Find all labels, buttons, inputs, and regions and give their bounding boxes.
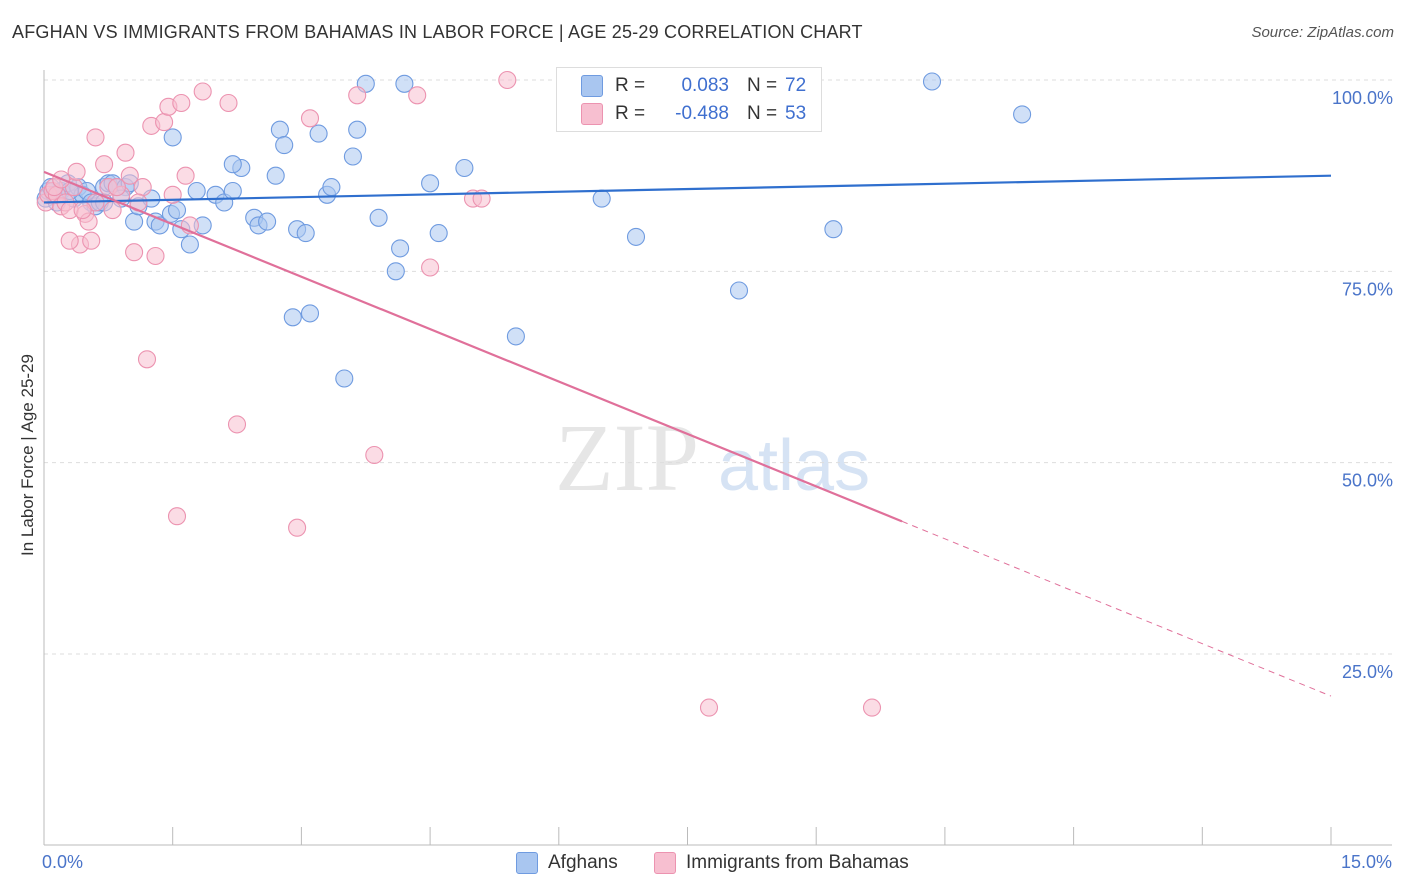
afghans-point (283, 308, 302, 327)
afghans-point (223, 181, 242, 201)
bahamas-point (120, 166, 139, 185)
afghans-point (626, 227, 646, 246)
afghans-point (322, 178, 341, 197)
legend-swatch-bahamas (581, 103, 603, 125)
series-legend-label-bahamas: Immigrants from Bahamas (686, 852, 909, 873)
bahamas-point (498, 70, 517, 90)
afghans-point (266, 166, 285, 185)
bahamas-point (133, 178, 152, 197)
bahamas-point (86, 128, 105, 147)
afghans-point (429, 224, 448, 243)
afghans-point (391, 239, 410, 258)
bahamas-trend-line (43, 170, 903, 523)
bahamas-point (167, 507, 187, 526)
legend-r-value-bahamas: -0.488 (675, 103, 729, 124)
bahamas-point (155, 113, 174, 132)
legend-r-value-afghans: 0.083 (681, 75, 729, 96)
afghans-point (309, 124, 328, 143)
watermark-zip: ZIP (555, 404, 699, 511)
afghans-point (270, 120, 289, 139)
afghans-point (258, 212, 277, 231)
afghans-point (348, 120, 367, 139)
legend-row-bahamas: R = -0.488 N = 53 (581, 101, 806, 127)
bahamas-point (107, 178, 126, 197)
watermark-atlas: atlas (718, 426, 870, 506)
series-legend-label-afghans: Afghans (548, 852, 618, 873)
chart-title: AFGHAN VS IMMIGRANTS FROM BAHAMAS IN LAB… (12, 22, 863, 42)
afghans-trend-line (43, 174, 1332, 204)
afghans-point (729, 281, 749, 300)
legend-n-label: N = (747, 75, 778, 96)
bahamas-point (60, 231, 79, 250)
series-legend-swatch-afghans (516, 852, 538, 874)
source-label: Source: ZipAtlas.com (1251, 24, 1394, 41)
afghans-point (386, 262, 405, 281)
afghans-point (125, 212, 144, 231)
bahamas-point (116, 143, 135, 162)
afghans-point (163, 128, 182, 147)
correlation-legend: R = 0.083 N = 72 R = -0.488 N = 53 (556, 67, 822, 132)
bahamas-point (699, 698, 719, 717)
bahamas-point (288, 518, 307, 537)
bahamas-point (300, 109, 320, 128)
y-tick-label-25: 25.0% (1342, 662, 1393, 682)
bahamas-point (125, 243, 144, 262)
series-legend-bahamas: Immigrants from Bahamas (654, 852, 909, 874)
afghans-point (455, 158, 474, 178)
bahamas-point (176, 166, 195, 185)
afghans-point (275, 136, 294, 155)
bahamas-point (227, 415, 247, 434)
bahamas-point (219, 93, 238, 113)
afghans-point (824, 220, 843, 239)
bahamas-point (421, 258, 440, 277)
legend-n-value-bahamas: 53 (785, 103, 807, 124)
bahamas-point (137, 350, 157, 369)
y-tick-label-50: 50.0% (1342, 471, 1393, 491)
bahamas-point (73, 201, 92, 220)
bahamas-point (365, 445, 384, 465)
afghans-point (223, 155, 242, 174)
afghans-point (296, 224, 315, 243)
bahamas-point (82, 231, 101, 250)
y-tick-label-75: 75.0% (1342, 279, 1393, 299)
afghans-point (167, 201, 187, 220)
afghans-point (300, 304, 320, 323)
x-tick-label-min: 0.0% (42, 852, 84, 872)
bahamas-point (348, 86, 367, 105)
series-legend-afghans: Afghans (516, 852, 618, 874)
afghans-point (335, 369, 354, 388)
bahamas-point (146, 246, 165, 266)
legend-n-value-afghans: 72 (785, 75, 807, 96)
series-legend-swatch-bahamas (654, 852, 676, 874)
afghans-point (922, 72, 942, 91)
legend-r-label: R = (615, 103, 646, 124)
bahamas-point (193, 82, 212, 101)
bahamas-point (103, 201, 122, 220)
afghans-point (187, 181, 206, 201)
afghans-point (395, 74, 414, 93)
afghans-point (369, 208, 388, 227)
afghans-point (592, 189, 611, 208)
legend-n-label: N = (747, 103, 778, 124)
bahamas-point (408, 86, 427, 105)
legend-swatch-afghans (581, 75, 603, 97)
bahamas-point (862, 698, 882, 717)
afghans-point (1013, 105, 1032, 124)
bahamas-trend-line-extrapolated (901, 520, 1332, 697)
legend-r-label: R = (615, 75, 646, 96)
afghans-point (343, 147, 362, 166)
series-legend: Afghans Immigrants from Bahamas (0, 852, 1406, 878)
x-tick-label-max: 15.0% (1340, 852, 1392, 872)
y-tick-label-100: 100.0% (1332, 88, 1393, 108)
afghans-point (506, 327, 525, 346)
bahamas-point (67, 162, 86, 181)
afghans-point (180, 235, 199, 254)
legend-row-afghans: R = 0.083 N = 72 (581, 73, 806, 99)
afghans-point (421, 174, 440, 193)
bahamas-point (95, 155, 114, 174)
bahamas-point (172, 93, 191, 113)
